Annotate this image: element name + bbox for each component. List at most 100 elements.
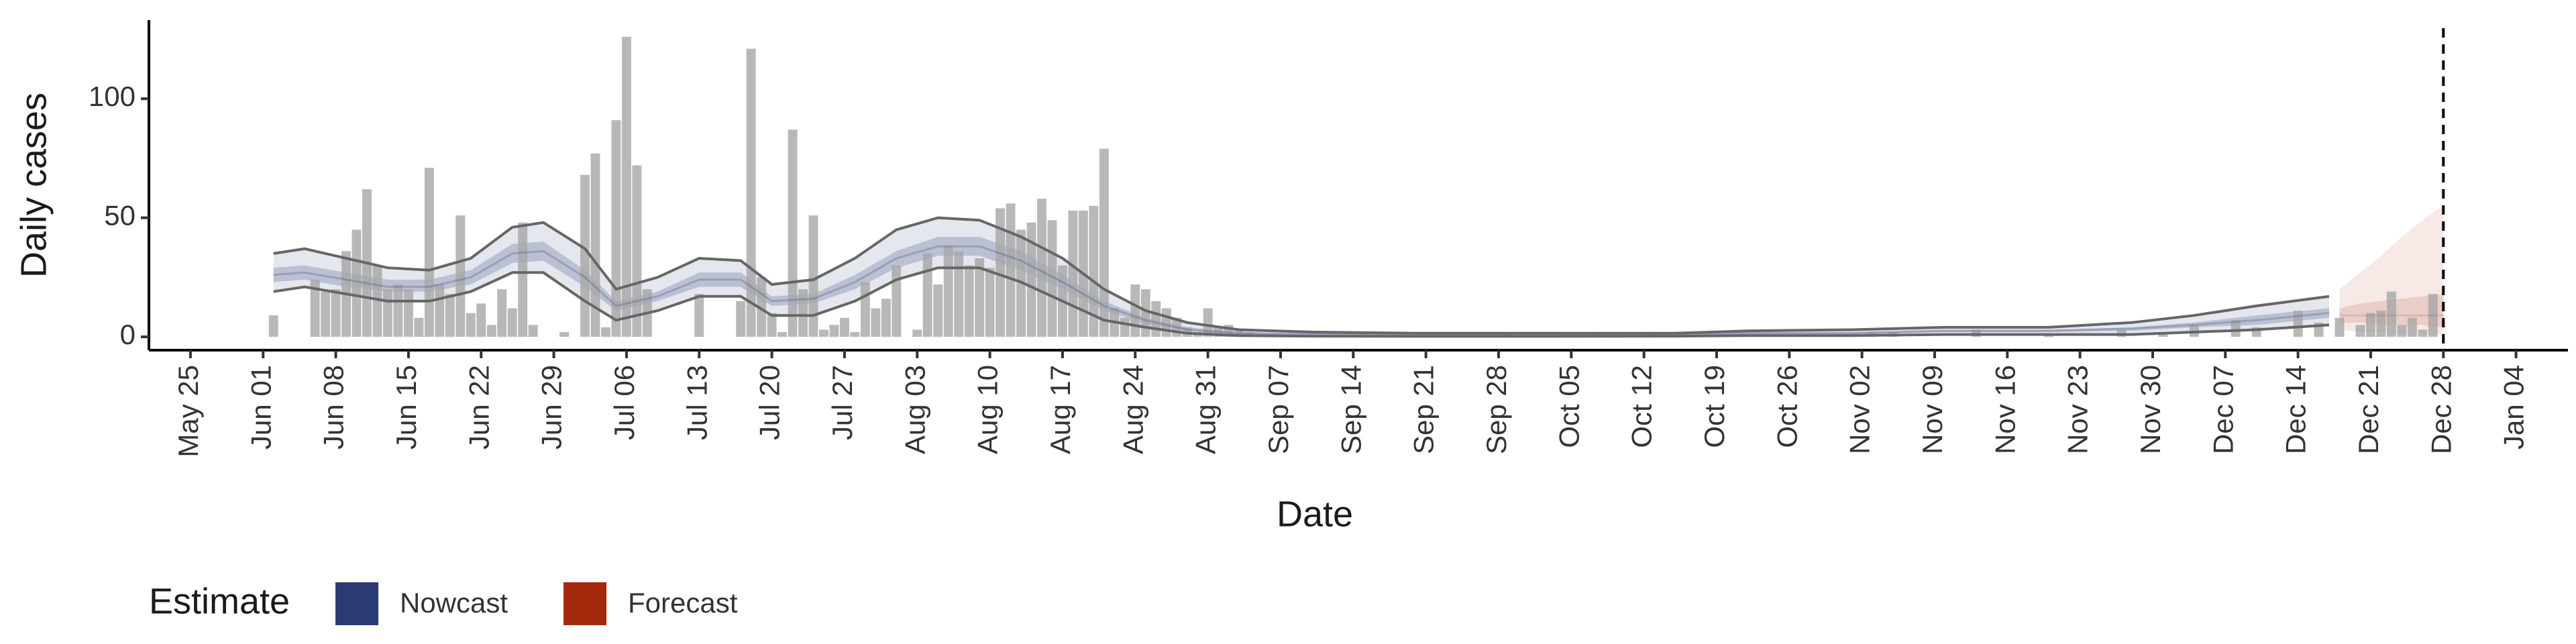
bar xyxy=(1203,308,1213,337)
x-tick-label: Dec 28 xyxy=(2425,365,2457,454)
bar xyxy=(1037,199,1046,337)
bar xyxy=(403,289,413,337)
bar xyxy=(819,329,828,337)
bar xyxy=(2428,294,2438,337)
x-tick-label: Nov 02 xyxy=(1844,365,1876,454)
bar xyxy=(1151,301,1161,337)
bar xyxy=(455,215,466,337)
median-line xyxy=(273,245,2330,336)
band-90 xyxy=(273,217,2330,337)
bar xyxy=(590,153,600,337)
x-axis-title: Date xyxy=(1277,494,1353,534)
band-90 xyxy=(2339,205,2444,335)
bar xyxy=(580,174,590,337)
bar xyxy=(985,268,995,337)
lines xyxy=(273,216,2444,338)
bar xyxy=(372,265,382,337)
bar xyxy=(268,315,278,337)
bar xyxy=(1089,205,1099,337)
bar xyxy=(331,289,341,337)
x-tick-label: Aug 31 xyxy=(1190,365,1222,454)
bar xyxy=(632,165,642,337)
x-tick-label: Sep 07 xyxy=(1263,365,1294,454)
bar xyxy=(975,258,985,337)
bar xyxy=(528,325,538,337)
bar xyxy=(2418,329,2428,337)
x-tick-label: Jun 08 xyxy=(318,365,350,449)
bar xyxy=(2334,317,2345,337)
bars xyxy=(268,36,2438,337)
bar xyxy=(600,327,610,337)
legend-swatch xyxy=(335,582,378,625)
x-tick-label: Aug 24 xyxy=(1117,365,1148,454)
bar xyxy=(435,284,445,337)
bar xyxy=(352,229,362,337)
x-tick-label: Dec 14 xyxy=(2280,365,2312,454)
bar xyxy=(1068,210,1078,337)
y-tick-label: 0 xyxy=(120,319,136,350)
x-tick-label: Sep 28 xyxy=(1481,365,1512,454)
bar xyxy=(621,36,631,337)
bar xyxy=(964,265,974,337)
x-tick-label: Dec 21 xyxy=(2353,365,2384,454)
bar xyxy=(1120,317,1130,337)
bar xyxy=(850,332,860,337)
bar xyxy=(746,48,756,337)
bar xyxy=(922,253,932,337)
x-tick-label: Nov 16 xyxy=(1989,365,2021,454)
bar xyxy=(310,279,320,337)
x-tick-label: Jun 29 xyxy=(536,365,568,449)
bar xyxy=(382,289,392,337)
bar xyxy=(2376,311,2386,337)
bar xyxy=(694,294,704,337)
bar xyxy=(839,317,849,337)
bar xyxy=(518,222,528,337)
bar xyxy=(954,251,964,337)
x-tick-label: Jun 15 xyxy=(390,365,422,449)
bar xyxy=(497,289,507,337)
y-axis-title: Daily cases xyxy=(13,93,54,278)
x-tick-label: Jul 20 xyxy=(754,365,786,440)
legend-title: Estimate xyxy=(149,581,290,621)
bar xyxy=(788,129,798,337)
legend-swatch xyxy=(564,582,606,625)
bar xyxy=(860,282,870,337)
bar xyxy=(996,208,1006,337)
x-tick-label: Nov 23 xyxy=(2062,365,2094,454)
bar xyxy=(777,332,788,337)
bar xyxy=(2355,325,2365,337)
bar xyxy=(757,277,767,337)
x-tick-label: Oct 19 xyxy=(1699,365,1730,448)
x-tick-label: Dec 07 xyxy=(2207,365,2239,454)
bar xyxy=(466,313,476,337)
bar xyxy=(881,299,891,337)
bar xyxy=(393,284,403,337)
bar xyxy=(912,329,922,337)
bar xyxy=(2397,325,2407,337)
bar xyxy=(1099,148,1109,337)
bar xyxy=(2386,291,2396,337)
x-tick-label: Jul 06 xyxy=(608,365,640,440)
x-tick-label: Oct 26 xyxy=(1771,365,1803,448)
bar xyxy=(2407,317,2417,337)
x-tick-label: Sep 21 xyxy=(1408,365,1440,454)
bar xyxy=(892,265,902,337)
bar xyxy=(933,284,943,337)
bar xyxy=(321,291,331,337)
bar xyxy=(486,325,496,337)
x-tick-label: Nov 30 xyxy=(2135,365,2166,454)
bar xyxy=(2293,311,2303,337)
x-tick-label: Jan 04 xyxy=(2498,365,2530,449)
bar xyxy=(476,303,486,337)
bar xyxy=(1140,289,1150,337)
bar xyxy=(611,120,621,337)
bar xyxy=(829,325,839,337)
x-tick-label: May 25 xyxy=(172,365,204,458)
band-50 xyxy=(273,237,2330,336)
y-tick-label: 100 xyxy=(89,80,136,112)
bar xyxy=(871,308,881,337)
bar xyxy=(1234,329,1244,337)
bar xyxy=(1026,222,1036,337)
x-tick-label: Sep 14 xyxy=(1335,365,1366,454)
